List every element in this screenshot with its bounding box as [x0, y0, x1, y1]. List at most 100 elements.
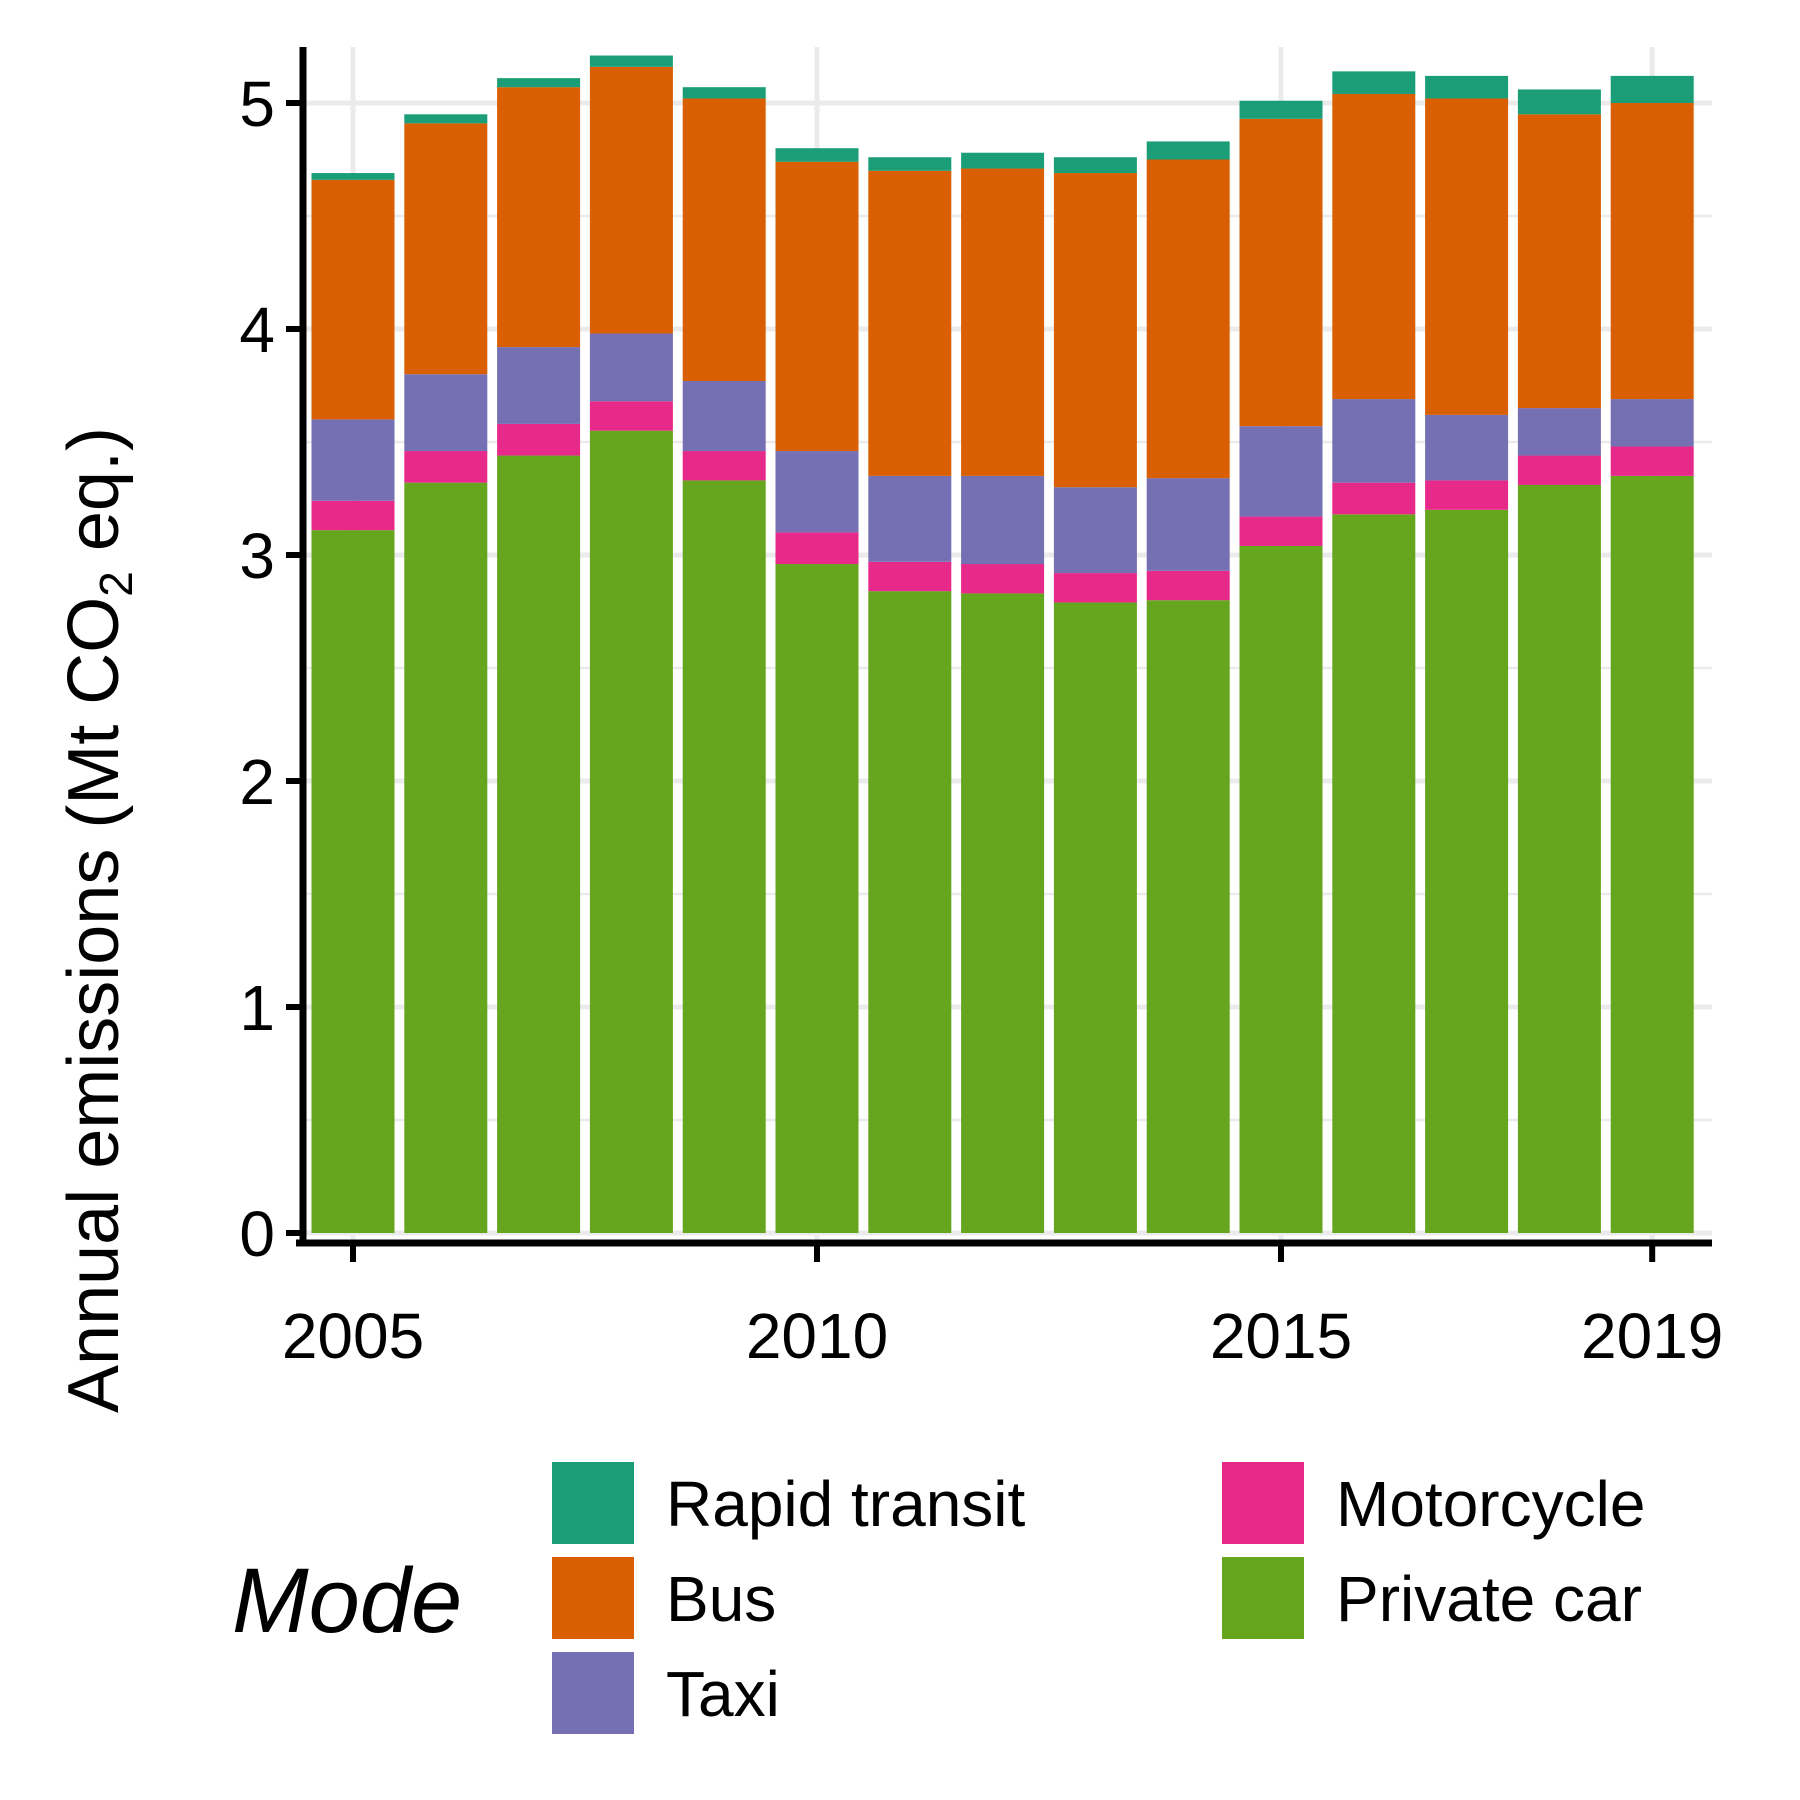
y-tick-label: 4 — [239, 294, 275, 366]
bar-taxi-2008 — [589, 333, 673, 402]
axes — [296, 47, 1712, 1247]
bar-private-car-2006 — [404, 482, 488, 1233]
bar-bus-2009 — [682, 98, 766, 381]
bar-motorcycle-2008 — [589, 401, 673, 431]
y-axis-title-main: Annual emissions (Mt CO — [54, 597, 134, 1413]
legend-key-private-car — [1222, 1557, 1304, 1639]
x-tick-label: 2010 — [746, 1300, 888, 1372]
x-tick-label: 2015 — [1210, 1300, 1352, 1372]
y-axis-title-subscript: 2 — [90, 571, 142, 597]
legend-key-rapid-transit — [552, 1462, 634, 1544]
bar-taxi-2011 — [868, 475, 952, 562]
bar-private-car-2018 — [1517, 484, 1601, 1233]
y-tick-label: 1 — [239, 972, 275, 1044]
y-tick-label: 3 — [239, 520, 275, 592]
legend-title: Mode — [232, 1550, 462, 1652]
bar-private-car-2008 — [589, 430, 673, 1233]
bar-rapid-transit-2007 — [497, 78, 581, 88]
bar-rapid-transit-2008 — [589, 55, 673, 67]
bar-taxi-2005 — [311, 419, 395, 501]
legend-label-private-car: Private car — [1336, 1563, 1642, 1635]
bar-rapid-transit-2017 — [1425, 75, 1509, 99]
bar-bus-2005 — [311, 179, 395, 420]
bar-rapid-transit-2010 — [775, 148, 859, 162]
bar-motorcycle-2006 — [404, 451, 488, 483]
bar-bus-2014 — [1146, 159, 1230, 479]
bar-bus-2011 — [868, 170, 952, 476]
bar-rapid-transit-2011 — [868, 157, 952, 171]
bar-motorcycle-2016 — [1332, 482, 1416, 515]
bar-taxi-2013 — [1053, 487, 1137, 574]
bar-private-car-2014 — [1146, 600, 1230, 1233]
bar-private-car-2012 — [961, 593, 1045, 1233]
bar-rapid-transit-2019 — [1610, 75, 1694, 103]
bar-rapid-transit-2018 — [1517, 89, 1601, 115]
bar-taxi-2019 — [1610, 399, 1694, 447]
bars — [311, 55, 1694, 1233]
legend-key-taxi — [552, 1652, 634, 1734]
bar-rapid-transit-2014 — [1146, 141, 1230, 160]
bar-private-car-2010 — [775, 564, 859, 1233]
bar-motorcycle-2014 — [1146, 570, 1230, 601]
bar-motorcycle-2011 — [868, 561, 952, 592]
x-tick-label: 2019 — [1581, 1300, 1723, 1372]
bar-bus-2008 — [589, 66, 673, 334]
bar-bus-2017 — [1425, 98, 1509, 415]
bar-taxi-2014 — [1146, 478, 1230, 571]
bar-rapid-transit-2015 — [1239, 100, 1323, 119]
legend-label-rapid-transit: Rapid transit — [666, 1468, 1026, 1540]
bar-motorcycle-2013 — [1053, 573, 1137, 603]
bar-private-car-2011 — [868, 591, 952, 1233]
bar-taxi-2016 — [1332, 399, 1416, 483]
bar-taxi-2006 — [404, 374, 488, 452]
bar-private-car-2005 — [311, 530, 395, 1233]
bar-motorcycle-2017 — [1425, 480, 1509, 510]
bar-rapid-transit-2016 — [1332, 71, 1416, 94]
bar-taxi-2010 — [775, 451, 859, 533]
bar-rapid-transit-2013 — [1053, 157, 1137, 174]
bar-taxi-2012 — [961, 475, 1045, 565]
bar-private-car-2009 — [682, 480, 766, 1233]
bar-private-car-2015 — [1239, 545, 1323, 1233]
x-tick-label: 2005 — [282, 1300, 424, 1372]
bar-private-car-2016 — [1332, 514, 1416, 1233]
y-axis-title: Annual emissions (Mt CO2 eq.) — [54, 427, 142, 1413]
legend-key-bus — [552, 1557, 634, 1639]
bar-bus-2013 — [1053, 173, 1137, 488]
bar-private-car-2017 — [1425, 509, 1509, 1233]
bar-bus-2015 — [1239, 118, 1323, 427]
bar-motorcycle-2007 — [497, 423, 581, 456]
bar-motorcycle-2005 — [311, 500, 395, 531]
bar-bus-2006 — [404, 123, 488, 375]
y-axis-title-suffix: eq.) — [54, 427, 134, 571]
legend-label-bus: Bus — [666, 1563, 776, 1635]
bar-bus-2018 — [1517, 114, 1601, 409]
bar-bus-2019 — [1610, 103, 1694, 400]
bar-motorcycle-2019 — [1610, 446, 1694, 476]
bar-taxi-2015 — [1239, 426, 1323, 517]
legend-label-motorcycle: Motorcycle — [1336, 1468, 1645, 1540]
y-tick-label: 2 — [239, 746, 275, 818]
bar-taxi-2009 — [682, 380, 766, 452]
bar-bus-2016 — [1332, 93, 1416, 400]
bar-taxi-2007 — [497, 347, 581, 424]
bar-bus-2007 — [497, 87, 581, 348]
legend: Rapid transit Bus Taxi Motorcycle Private ca… — [552, 1462, 1645, 1734]
bar-motorcycle-2018 — [1517, 455, 1601, 485]
bar-private-car-2019 — [1610, 475, 1694, 1233]
bar-bus-2010 — [775, 161, 859, 452]
bar-motorcycle-2010 — [775, 532, 859, 565]
bar-taxi-2018 — [1517, 408, 1601, 456]
legend-key-motorcycle — [1222, 1462, 1304, 1544]
bar-rapid-transit-2005 — [311, 173, 395, 180]
bar-motorcycle-2012 — [961, 564, 1045, 594]
bar-taxi-2017 — [1425, 414, 1509, 481]
bar-motorcycle-2015 — [1239, 516, 1323, 546]
bar-private-car-2013 — [1053, 602, 1137, 1233]
bar-rapid-transit-2006 — [404, 114, 488, 124]
y-tick-label: 5 — [239, 68, 275, 140]
x-ticks: 2005 2010 2015 2019 — [282, 1243, 1723, 1372]
bar-rapid-transit-2012 — [961, 152, 1045, 169]
y-ticks: 0 1 2 3 4 5 — [239, 68, 303, 1270]
